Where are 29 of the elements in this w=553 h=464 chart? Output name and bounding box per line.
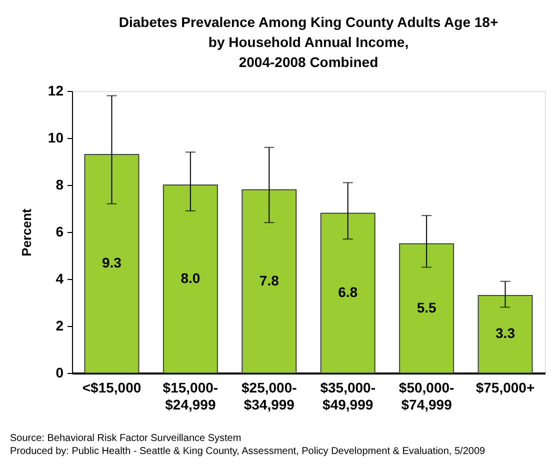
y-axis-title: Percent — [18, 208, 34, 256]
chart-title: Diabetes Prevalence Among King County Adults Age 18+ by Household Annual Income, 2004-2008 Combined — [118, 14, 498, 70]
x-tick-label: $35,000- $49,999 — [320, 380, 376, 412]
y-tick-label: 12 — [48, 82, 64, 98]
x-tick-label: $25,000- $34,999 — [242, 380, 298, 412]
x-tick-label: $75,000+ — [476, 380, 535, 396]
bar — [478, 294, 533, 374]
data-label: 5.5 — [416, 299, 436, 316]
bar — [320, 212, 376, 374]
data-label: 7.8 — [259, 272, 280, 288]
y-tick-label: 6 — [56, 224, 64, 240]
y-tick-label: 8 — [56, 176, 64, 192]
x-tick-label: $15,000- $24,999 — [162, 380, 218, 412]
bar — [242, 189, 297, 374]
text: Produced by: Public Health - Seattle & King County, Assessment, Policy Development & Evaluation, 5/2009 — [10, 446, 486, 457]
bar — [162, 184, 218, 374]
bar — [399, 243, 454, 374]
y-tick-label: 2 — [56, 318, 64, 334]
y-tick-label: 4 — [56, 270, 64, 286]
y-tick-label: 10 — [48, 130, 64, 146]
data-label: 6.8 — [338, 284, 358, 300]
data-label: 3.3 — [496, 325, 516, 342]
data-label: 9.3 — [102, 254, 122, 271]
x-tick-label: <$15,000 — [82, 380, 142, 396]
y-tick-label: 0 — [56, 364, 64, 380]
source-note: Source: Behavioral Risk Factor Surveillance System — [10, 433, 242, 444]
x-tick-label: $50,000- $74,999 — [398, 380, 455, 412]
bar — [84, 154, 140, 374]
data-label: 8.0 — [180, 270, 200, 286]
